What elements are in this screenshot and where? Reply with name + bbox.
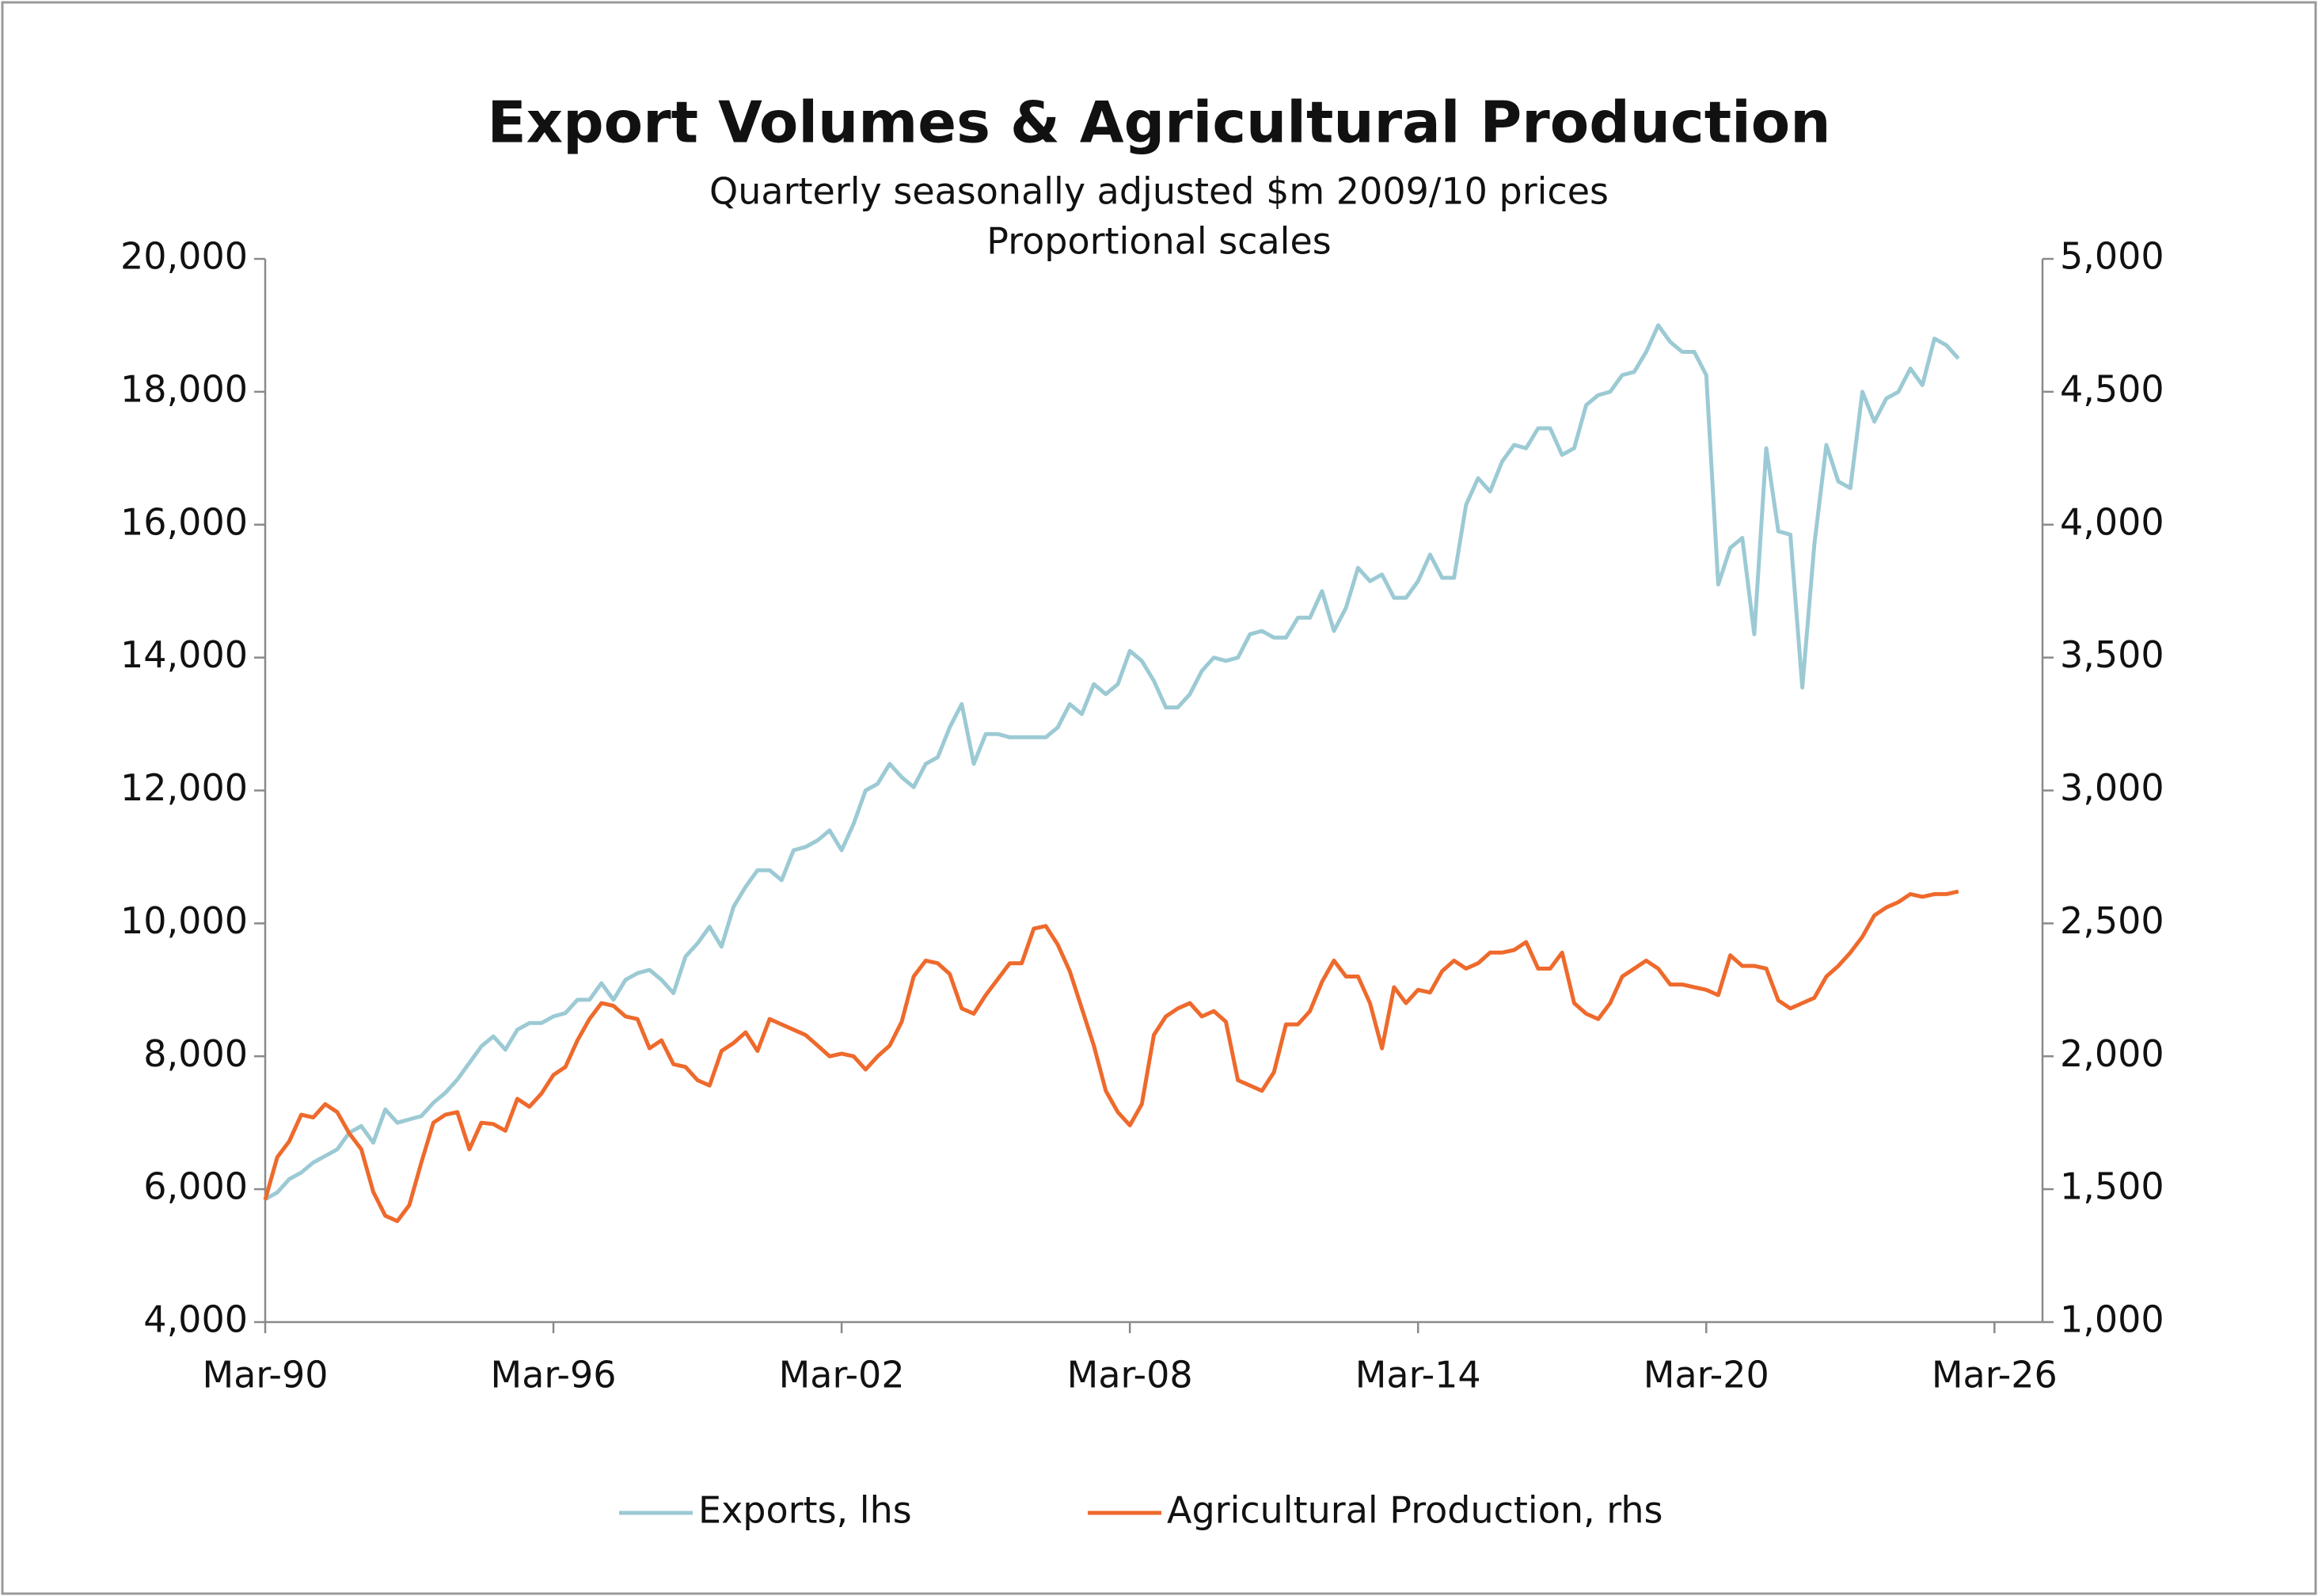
y2-tick-label: 2,500 — [2060, 899, 2164, 942]
y-tick-label: 4,000 — [143, 1298, 248, 1341]
chart-title: Export Volumes & Agricultural Production — [487, 89, 1830, 156]
x-tick-label: Mar-26 — [1932, 1354, 2058, 1396]
y-tick-label: 10,000 — [120, 899, 248, 942]
x-tick-label: Mar-20 — [1644, 1354, 1769, 1396]
y-tick-label: 18,000 — [120, 367, 248, 410]
x-tick-label: Mar-02 — [779, 1354, 905, 1396]
y2-tick-label: 1,000 — [2060, 1298, 2164, 1341]
y2-tick-label: 1,500 — [2060, 1165, 2164, 1208]
x-tick-label: Mar-08 — [1067, 1354, 1193, 1396]
y-tick-label: 6,000 — [143, 1165, 248, 1208]
x-tick-label: Mar-90 — [203, 1354, 329, 1396]
y2-tick-label: 2,000 — [2060, 1032, 2164, 1075]
legend-label: Agricultural Production, rhs — [1167, 1489, 1662, 1532]
y2-tick-label: 3,500 — [2060, 633, 2164, 676]
y2-tick-label: 4,000 — [2060, 500, 2164, 543]
y2-tick-label: 3,000 — [2060, 766, 2164, 809]
series-line — [264, 323, 1960, 1201]
y-tick-label: 8,000 — [143, 1032, 248, 1075]
y2-tick-label: 4,500 — [2060, 367, 2164, 410]
chart-subtitle: Proportional scales — [986, 220, 1331, 263]
y-tick-label: 16,000 — [120, 500, 248, 543]
y-tick-label: 12,000 — [120, 766, 248, 809]
legend-label: Exports, lhs — [698, 1489, 912, 1532]
series-line — [263, 889, 1959, 1223]
y-tick-label: 20,000 — [120, 235, 248, 278]
y2-tick-label: 5,000 — [2060, 235, 2164, 278]
x-tick-label: Mar-14 — [1355, 1354, 1481, 1396]
y-tick-label: 14,000 — [120, 633, 248, 676]
x-tick-label: Mar-96 — [491, 1354, 617, 1396]
chart-subtitle: Quarterly seasonally adjusted $m 2009/10… — [709, 170, 1609, 213]
